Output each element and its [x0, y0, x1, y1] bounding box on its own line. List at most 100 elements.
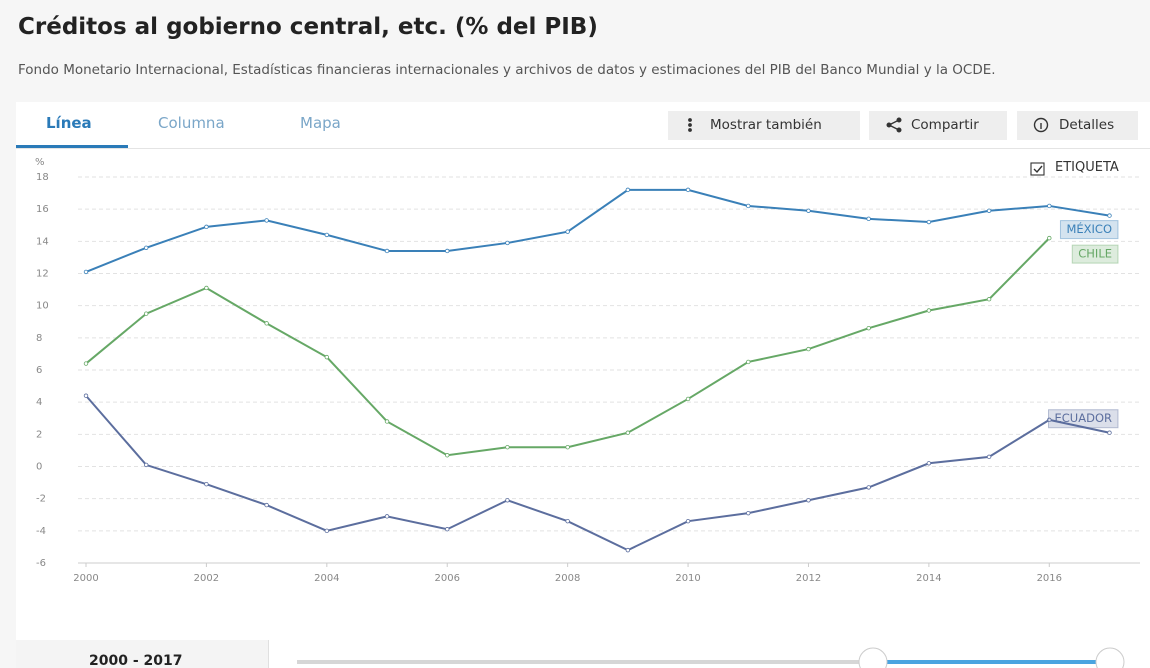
tab[interactable]: Línea	[46, 114, 92, 132]
point	[83, 269, 89, 275]
range-label-box	[16, 640, 269, 668]
point	[746, 203, 751, 209]
y-tick-label: -4	[36, 526, 46, 537]
tab[interactable]: Mapa	[300, 114, 341, 132]
x-tick-label: 2014	[916, 573, 941, 584]
y-tick-label: 16	[36, 204, 49, 215]
point	[384, 514, 390, 519]
point	[445, 248, 450, 254]
x-tick-label: 2012	[796, 573, 821, 584]
point	[565, 445, 570, 450]
point	[204, 285, 209, 291]
point	[986, 297, 992, 302]
point	[926, 219, 932, 225]
point	[986, 454, 992, 460]
button[interactable]: Compartir	[869, 111, 1007, 140]
y-tick-label: 18	[36, 172, 49, 183]
series-tag: CHILE	[1078, 247, 1112, 261]
tab-underline	[16, 145, 128, 148]
point	[324, 354, 330, 360]
y-tick-label: 6	[36, 365, 42, 376]
series-tag-box	[1071, 244, 1119, 264]
point	[264, 321, 269, 326]
point	[625, 430, 631, 435]
point	[986, 208, 992, 213]
range-slider[interactable]	[297, 647, 1125, 668]
point	[204, 481, 209, 487]
series-line	[85, 237, 1051, 457]
tab[interactable]: Columna	[158, 114, 225, 132]
icons	[688, 117, 1049, 176]
x-tick-label: 2000	[73, 573, 98, 584]
point	[685, 518, 691, 524]
x-tick-label: 2006	[435, 573, 460, 584]
y-tick-label: 14	[36, 236, 49, 247]
point	[83, 361, 89, 366]
x-tick-label: 2016	[1037, 573, 1062, 584]
point	[1047, 417, 1052, 423]
point	[83, 393, 89, 398]
point	[324, 528, 330, 534]
y-tick-label: 8	[36, 333, 42, 344]
point	[806, 208, 811, 213]
point	[565, 229, 570, 234]
y-axis-label: %	[35, 157, 45, 168]
y-tick-label: 12	[36, 269, 49, 280]
label-toggle[interactable]: ETIQUETA	[1055, 160, 1119, 175]
y-tick-label: 2	[36, 429, 42, 440]
point	[806, 498, 811, 503]
point	[1107, 430, 1112, 435]
y-tick-label: -2	[36, 494, 46, 505]
point	[144, 311, 149, 316]
point	[685, 396, 691, 402]
point	[264, 502, 269, 508]
point	[866, 216, 871, 222]
point	[746, 359, 751, 365]
point	[625, 187, 631, 193]
tab-divider	[16, 148, 1150, 149]
button[interactable]: Detalles	[1017, 111, 1138, 140]
range-label: 2000 - 2017	[89, 653, 183, 668]
x-tick-label: 2008	[555, 573, 580, 584]
point	[264, 218, 269, 223]
series-line	[85, 395, 1110, 552]
point	[625, 547, 631, 553]
chart-panel	[16, 102, 1150, 668]
point	[1107, 213, 1112, 218]
point	[685, 187, 691, 193]
point	[926, 308, 932, 313]
y-tick-label: -6	[36, 558, 46, 569]
point	[926, 461, 932, 466]
point	[384, 248, 390, 254]
point	[505, 498, 510, 503]
point	[806, 346, 811, 352]
y-tick-label: 0	[36, 462, 42, 473]
x-tick-label: 2010	[675, 573, 700, 584]
x-tick-label: 2004	[314, 573, 339, 584]
point	[324, 232, 330, 238]
series-tag-box	[1048, 409, 1119, 429]
point	[746, 510, 751, 516]
point	[866, 485, 871, 490]
point	[1047, 235, 1052, 241]
source-note: Fondo Monetario Internacional, Estadísti…	[18, 62, 996, 78]
point	[1047, 203, 1052, 209]
point	[384, 419, 390, 424]
y-tick-label: 10	[36, 301, 49, 312]
point	[445, 453, 450, 458]
y-tick-label: 4	[36, 397, 42, 408]
point	[505, 240, 510, 246]
point	[144, 462, 149, 468]
series-tag-box	[1059, 220, 1119, 240]
point	[144, 245, 149, 250]
point	[445, 527, 450, 532]
point	[565, 518, 570, 524]
series-line	[85, 188, 1110, 273]
point	[204, 224, 209, 230]
series-tag: ECUADOR	[1055, 411, 1112, 425]
point	[866, 325, 871, 331]
series-tag: MÉXICO	[1066, 221, 1112, 236]
button[interactable]: Mostrar también	[668, 111, 860, 140]
